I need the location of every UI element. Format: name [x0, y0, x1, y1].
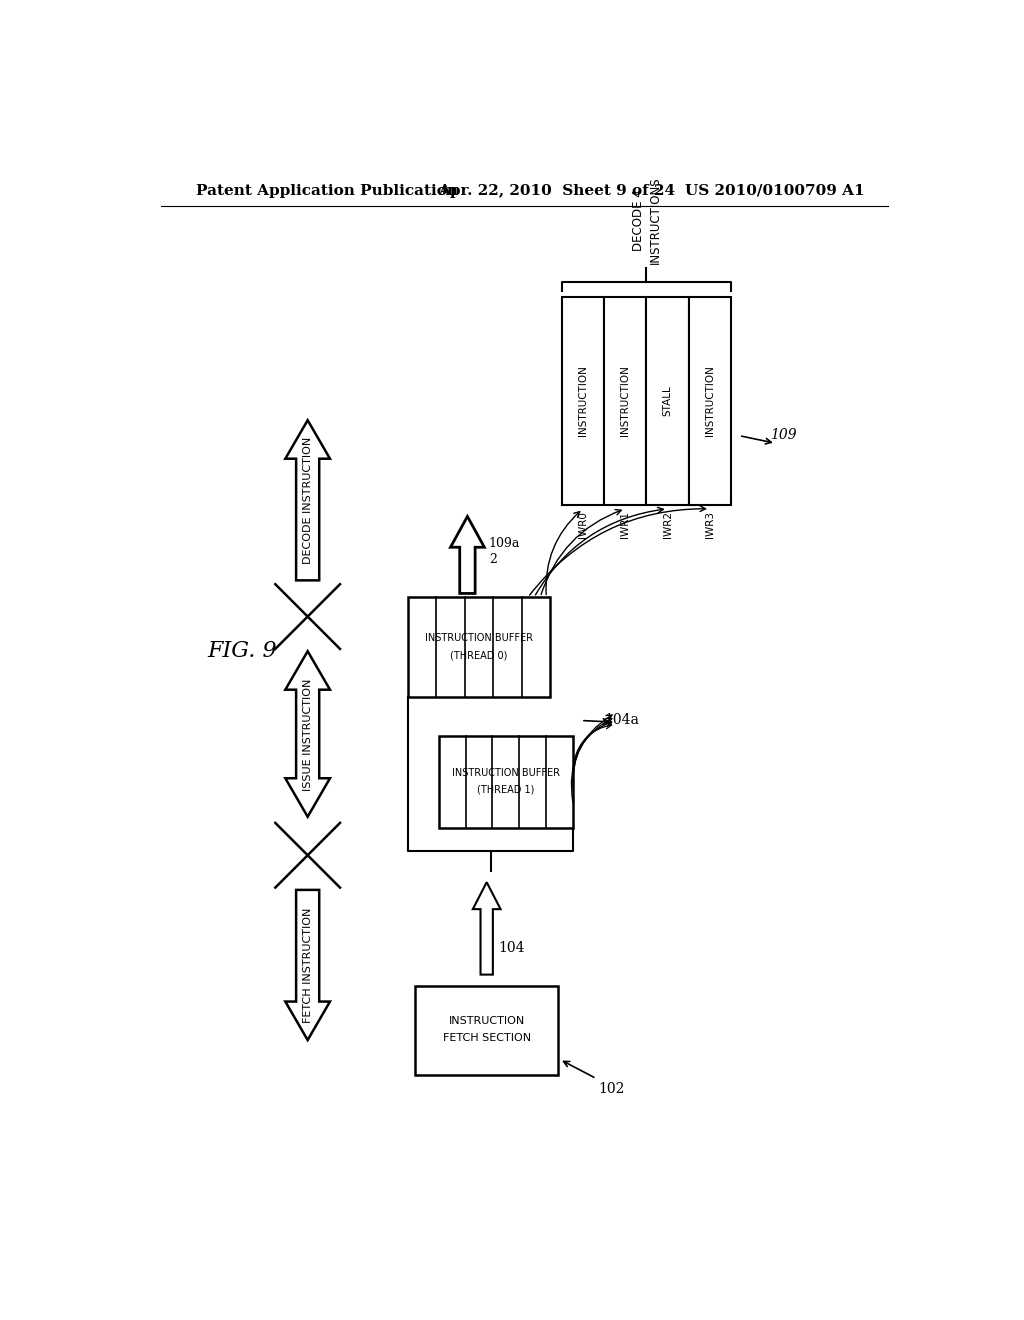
FancyBboxPatch shape: [646, 297, 689, 506]
Text: STALL: STALL: [663, 385, 673, 416]
Text: INSTRUCTION: INSTRUCTION: [621, 366, 631, 437]
Text: 109: 109: [770, 429, 797, 442]
Text: INSTRUCTION: INSTRUCTION: [578, 366, 588, 437]
Text: INSTRUCTION BUFFER: INSTRUCTION BUFFER: [452, 768, 560, 777]
Text: FIG. 9: FIG. 9: [208, 640, 278, 663]
Text: INSTRUCTION BUFFER: INSTRUCTION BUFFER: [425, 634, 532, 643]
Text: Patent Application Publication: Patent Application Publication: [196, 183, 458, 198]
Text: INSTRUCTION: INSTRUCTION: [705, 366, 715, 437]
Text: US 2010/0100709 A1: US 2010/0100709 A1: [685, 183, 864, 198]
Text: DECODE 4: DECODE 4: [632, 189, 645, 251]
Text: INSTRUCTION: INSTRUCTION: [449, 1016, 525, 1026]
Text: 102: 102: [598, 1082, 625, 1097]
Text: 104a: 104a: [604, 713, 639, 727]
Text: IWR2: IWR2: [663, 511, 673, 539]
Text: IWR3: IWR3: [705, 511, 715, 539]
Text: Apr. 22, 2010  Sheet 9 of 24: Apr. 22, 2010 Sheet 9 of 24: [438, 183, 676, 198]
Text: (THREAD 1): (THREAD 1): [477, 785, 535, 795]
Text: IWR1: IWR1: [621, 511, 631, 539]
FancyBboxPatch shape: [562, 297, 604, 506]
Text: IWR0: IWR0: [578, 511, 588, 539]
FancyBboxPatch shape: [408, 598, 550, 697]
Text: FETCH INSTRUCTION: FETCH INSTRUCTION: [303, 908, 312, 1023]
Text: ISSUE INSTRUCTION: ISSUE INSTRUCTION: [303, 678, 312, 791]
FancyBboxPatch shape: [604, 297, 646, 506]
FancyBboxPatch shape: [438, 737, 573, 829]
Text: DECODE INSTRUCTION: DECODE INSTRUCTION: [303, 437, 312, 564]
Text: FETCH SECTION: FETCH SECTION: [442, 1034, 530, 1043]
Text: INSTRUCTIONS: INSTRUCTIONS: [649, 176, 663, 264]
FancyBboxPatch shape: [689, 297, 731, 506]
Text: 2: 2: [489, 553, 497, 566]
Text: 109a: 109a: [488, 537, 520, 550]
Text: 104: 104: [499, 941, 524, 954]
Text: (THREAD 0): (THREAD 0): [451, 649, 508, 660]
